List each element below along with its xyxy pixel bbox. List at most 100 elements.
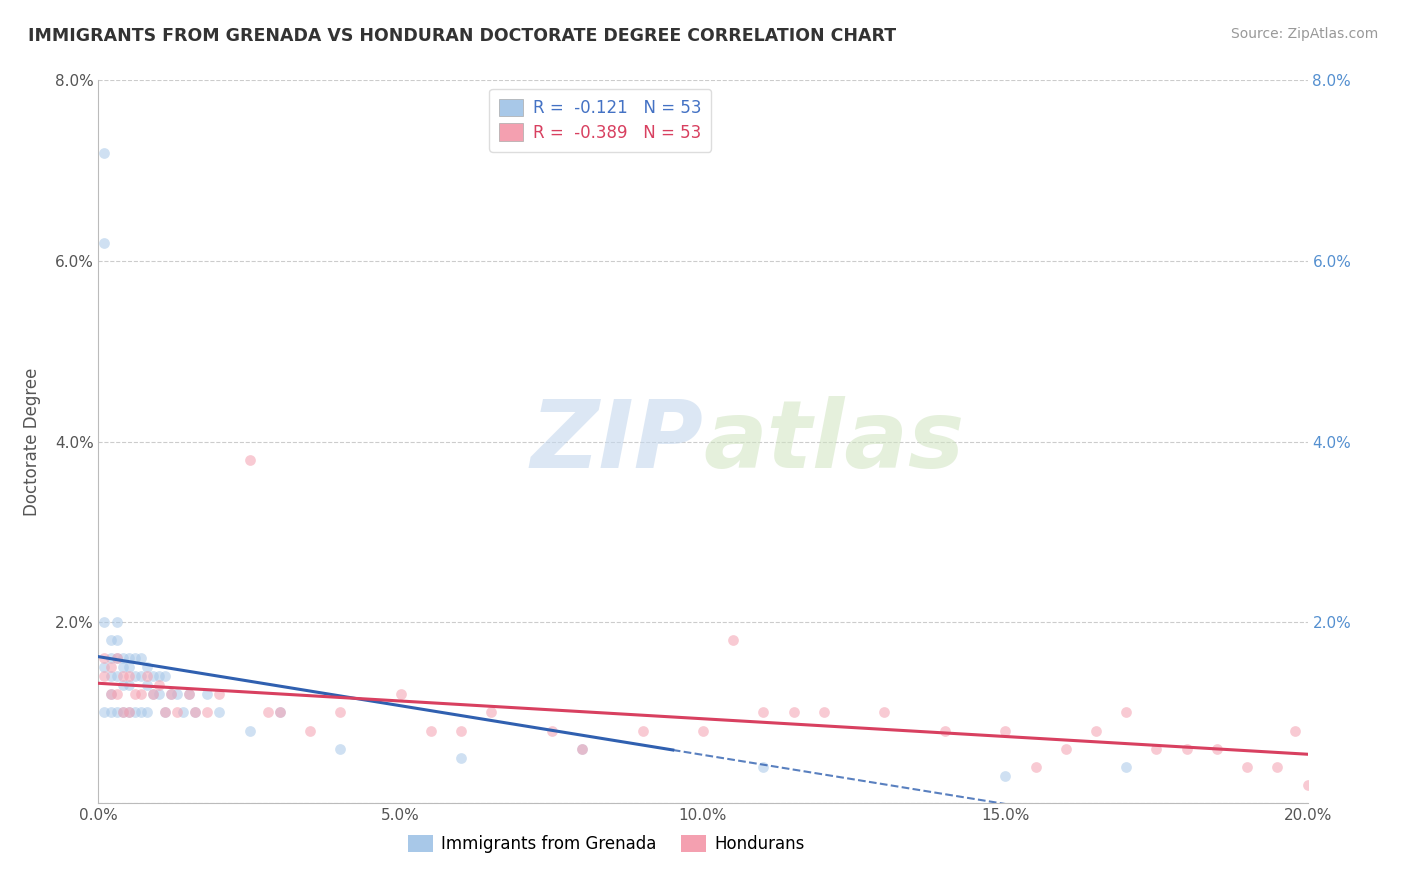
Point xyxy=(148,678,170,692)
Point xyxy=(994,723,1017,738)
Point xyxy=(450,723,472,738)
Point xyxy=(1296,778,1319,792)
Point xyxy=(1024,760,1046,774)
Point xyxy=(934,723,956,738)
Point xyxy=(1085,723,1108,738)
Point xyxy=(100,687,122,701)
Point xyxy=(813,706,835,720)
Point xyxy=(256,706,278,720)
Point xyxy=(269,706,291,720)
Point xyxy=(100,633,122,648)
Point xyxy=(111,678,134,692)
Point xyxy=(994,769,1017,783)
Point xyxy=(105,687,128,701)
Point xyxy=(135,678,157,692)
Legend: Immigrants from Grenada, Hondurans: Immigrants from Grenada, Hondurans xyxy=(401,828,811,860)
Point xyxy=(571,741,593,756)
Point xyxy=(100,687,122,701)
Point xyxy=(329,706,352,720)
Point xyxy=(148,669,170,683)
Point xyxy=(129,706,152,720)
Point xyxy=(179,687,201,701)
Point xyxy=(105,633,128,648)
Point xyxy=(269,706,291,720)
Point xyxy=(571,741,593,756)
Point xyxy=(184,706,207,720)
Point xyxy=(124,687,146,701)
Point xyxy=(100,660,122,674)
Y-axis label: Doctorate Degree: Doctorate Degree xyxy=(22,368,41,516)
Point xyxy=(105,651,128,665)
Point xyxy=(142,687,165,701)
Point xyxy=(166,706,188,720)
Point xyxy=(93,669,115,683)
Point xyxy=(153,706,176,720)
Point xyxy=(105,615,128,630)
Point xyxy=(111,660,134,674)
Point xyxy=(239,452,262,467)
Point xyxy=(93,651,115,665)
Point xyxy=(1236,760,1258,774)
Point xyxy=(142,669,165,683)
Point xyxy=(1267,760,1289,774)
Point xyxy=(124,706,146,720)
Point xyxy=(93,706,115,720)
Point xyxy=(118,706,141,720)
Point xyxy=(100,706,122,720)
Point xyxy=(172,706,194,720)
Point xyxy=(631,723,654,738)
Point xyxy=(93,235,115,250)
Point xyxy=(124,651,146,665)
Point xyxy=(118,706,141,720)
Point xyxy=(111,706,134,720)
Point xyxy=(160,687,183,701)
Point xyxy=(142,687,165,701)
Point xyxy=(166,687,188,701)
Point xyxy=(118,678,141,692)
Point xyxy=(93,660,115,674)
Point xyxy=(239,723,262,738)
Point xyxy=(124,669,146,683)
Text: atlas: atlas xyxy=(703,395,965,488)
Point xyxy=(481,706,503,720)
Point xyxy=(450,750,472,764)
Point xyxy=(105,669,128,683)
Point xyxy=(93,145,115,160)
Point xyxy=(129,651,152,665)
Point xyxy=(692,723,714,738)
Point xyxy=(752,760,775,774)
Point xyxy=(389,687,412,701)
Point xyxy=(179,687,201,701)
Text: IMMIGRANTS FROM GRENADA VS HONDURAN DOCTORATE DEGREE CORRELATION CHART: IMMIGRANTS FROM GRENADA VS HONDURAN DOCT… xyxy=(28,27,896,45)
Point xyxy=(1144,741,1167,756)
Point xyxy=(129,687,152,701)
Point xyxy=(105,706,128,720)
Point xyxy=(135,660,157,674)
Point xyxy=(100,651,122,665)
Point xyxy=(329,741,352,756)
Point xyxy=(208,706,231,720)
Point xyxy=(420,723,443,738)
Point xyxy=(1115,760,1137,774)
Point xyxy=(752,706,775,720)
Point xyxy=(299,723,322,738)
Point xyxy=(160,687,183,701)
Point xyxy=(873,706,896,720)
Point xyxy=(1206,741,1229,756)
Point xyxy=(135,669,157,683)
Point xyxy=(105,651,128,665)
Point xyxy=(118,669,141,683)
Point xyxy=(1115,706,1137,720)
Point xyxy=(723,633,745,648)
Point xyxy=(153,669,176,683)
Point xyxy=(118,660,141,674)
Point xyxy=(100,669,122,683)
Point xyxy=(540,723,562,738)
Text: Source: ZipAtlas.com: Source: ZipAtlas.com xyxy=(1230,27,1378,41)
Point xyxy=(783,706,806,720)
Point xyxy=(135,706,157,720)
Point xyxy=(1175,741,1198,756)
Text: ZIP: ZIP xyxy=(530,395,703,488)
Point xyxy=(195,687,218,701)
Point xyxy=(118,651,141,665)
